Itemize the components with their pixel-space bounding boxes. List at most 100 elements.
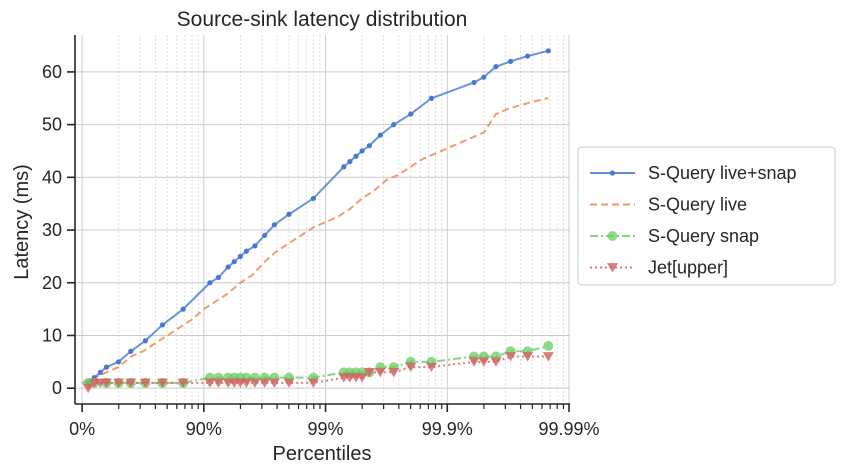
data-point [100,378,112,388]
y-axis-ticks: 0 10 20 30 40 50 60 [42,62,75,398]
data-point [481,74,487,80]
data-point [82,383,94,394]
data-point [180,306,186,312]
chart-title: Source-sink latency distribution [177,8,468,31]
legend-box [577,146,836,286]
legend-item: S-Query live+snap [590,163,797,183]
x-tick-label: 0% [69,419,95,439]
legend-swatch-marker [609,170,616,176]
y-tick-label: 30 [42,220,62,240]
data-point [363,367,375,378]
data-point [493,64,499,70]
data-point [307,378,319,388]
legend-label: S-Query snap [648,226,759,246]
data-point [545,48,551,54]
data-point [240,378,252,388]
data-point [262,232,268,238]
data-point [356,373,368,383]
legend-item: S-Query live [590,195,747,215]
data-point [177,378,189,388]
data-point [204,378,216,388]
data-point [507,58,514,64]
data-point [252,243,258,249]
data-point [113,378,125,388]
minor-grid [118,35,564,404]
series-layer [81,48,554,394]
y-tick-label: 0 [52,378,62,398]
data-point [225,264,231,270]
y-axis-title: Latency (ms) [11,164,33,280]
data-point [525,53,531,59]
data-point [286,211,292,217]
y-tick-label: 20 [42,273,62,293]
y-tick-label: 10 [42,325,62,345]
data-point [283,378,295,388]
data-point [353,153,359,159]
data-point [139,378,151,388]
data-point [128,348,134,354]
data-point [212,378,224,388]
data-point [405,362,417,373]
y-tick-label: 60 [42,62,62,82]
legend-label: S-Query live+snap [648,163,797,183]
series-Jet[upper] [82,352,554,394]
x-tick-label: 99.9% [422,419,473,439]
data-point [522,352,534,362]
data-point [374,367,386,378]
data-point [388,367,400,378]
data-point [207,280,213,286]
data-point [156,378,168,388]
x-axis-title: Percentiles [273,443,372,465]
series-line [81,97,549,384]
data-point [347,158,353,165]
data-point [116,359,122,365]
data-point [341,164,347,170]
legend-label: Jet[upper] [648,258,728,278]
legend-item: Jet[upper] [590,258,728,278]
series-line [87,49,549,384]
axes [74,35,570,405]
data-point [103,364,110,370]
series-line [88,345,549,384]
data-point [271,222,278,228]
data-point [243,248,250,254]
data-point [366,143,372,149]
major-grid [75,35,570,404]
data-point [215,274,222,281]
data-point [249,378,261,388]
data-point [468,357,480,367]
y-tick-label: 50 [42,115,62,135]
series-S-Query live+snap [85,48,551,386]
x-tick-label: 90% [186,419,222,439]
x-tick-label: 99.99% [538,419,599,439]
data-point [391,122,397,128]
data-point [543,341,554,352]
data-point [425,362,437,373]
data-point [231,259,237,265]
data-point [478,357,490,367]
data-point [471,79,477,86]
x-axis-ticks: 0% 90% 99% 99.9% 99.99% [69,404,600,439]
data-point [408,111,414,117]
data-point [428,95,435,101]
data-point [377,132,383,138]
data-point [125,378,137,388]
data-point [490,357,502,367]
data-point [97,369,103,375]
legend: S-Query live+snap S-Query live S-Query sna… [577,146,836,286]
data-point [142,338,148,344]
legend-item: S-Query snap [590,226,759,246]
legend-swatch-marker [607,231,618,241]
series-line [87,355,549,389]
x-tick-label: 99% [308,419,344,439]
data-point [159,322,166,328]
y-tick-label: 40 [42,167,62,187]
legend-label: S-Query live [648,195,747,215]
legend-swatch-marker [607,263,618,273]
data-point [505,352,517,362]
data-point [237,253,243,259]
data-point [259,378,271,388]
data-point [268,378,280,388]
data-point [359,148,365,154]
